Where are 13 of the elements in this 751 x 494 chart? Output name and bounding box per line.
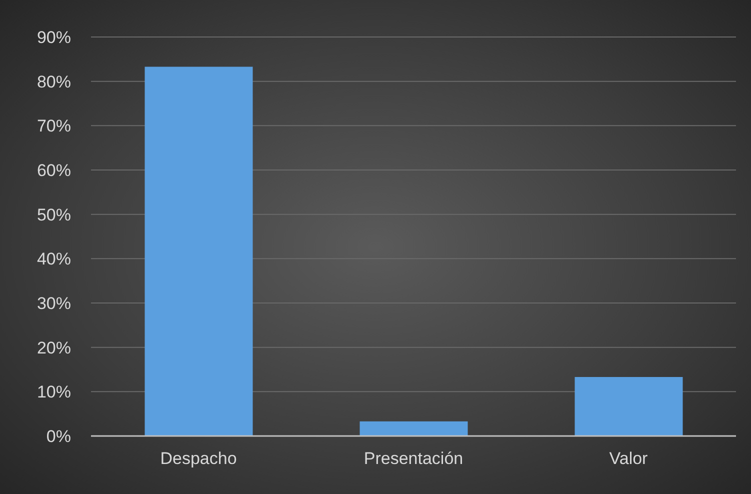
y-tick-label: 30% — [36, 294, 71, 314]
y-tick-label: 70% — [36, 116, 71, 136]
x-tick-label: Valor — [609, 449, 648, 468]
y-tick-label: 10% — [36, 382, 71, 402]
x-tick-label: Despacho — [160, 449, 237, 468]
y-tick-label: 90% — [36, 28, 71, 48]
y-tick-label: 20% — [36, 338, 71, 358]
y-tick-label: 80% — [36, 72, 71, 92]
x-tick-label: Presentación — [364, 449, 464, 468]
y-tick-label: 50% — [36, 205, 71, 224]
y-tick-label: 0% — [46, 427, 71, 446]
y-tick-label: 40% — [36, 250, 71, 269]
y-tick-label: 60% — [36, 161, 71, 180]
